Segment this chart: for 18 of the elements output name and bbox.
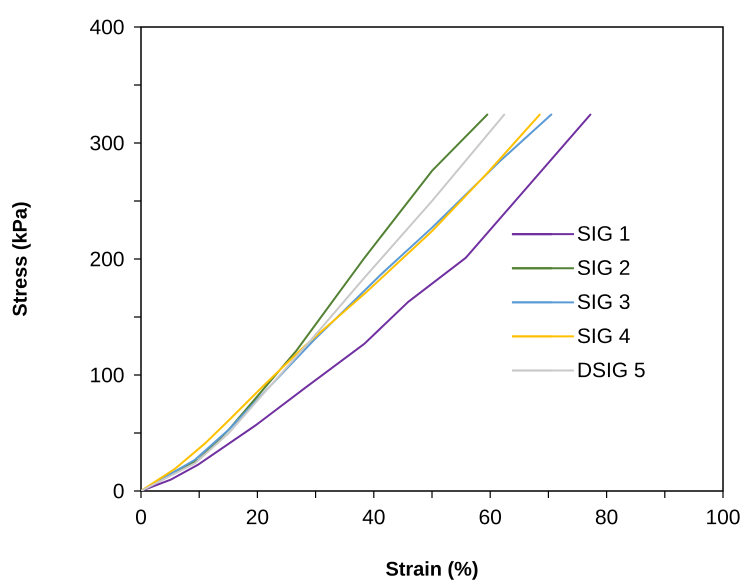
- legend-label: SIG 1: [578, 226, 630, 241]
- x-tick-label: 60: [480, 510, 502, 524]
- x-tick-label: 0: [136, 510, 146, 524]
- legend-label: SIG 3: [578, 294, 630, 310]
- x-tick-label: 100: [707, 510, 740, 524]
- legend-label: DSIG 5: [578, 362, 645, 378]
- x-tick-label: 40: [362, 510, 385, 524]
- x-tick-label: 20: [246, 510, 268, 524]
- y-tick-label: 300: [90, 136, 124, 150]
- x-tick-label: 80: [596, 510, 618, 524]
- y-tick-label: 0: [114, 484, 124, 498]
- x-axis-title: Strain (%): [386, 561, 478, 580]
- legend-label: SIG 2: [578, 260, 630, 275]
- y-axis-title: Stress (kPa): [12, 202, 31, 316]
- y-tick-label: 200: [90, 252, 124, 266]
- legend-label: SIG 4: [578, 328, 630, 344]
- y-tick-label: 100: [91, 368, 124, 382]
- y-tick-label: 400: [90, 20, 124, 34]
